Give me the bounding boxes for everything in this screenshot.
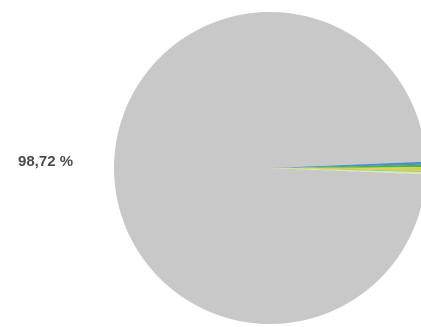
pie-slice-0 [114,12,421,324]
pie-slice-4 [270,168,421,171]
pie-slice-6 [270,168,421,175]
pie-slices [114,12,421,324]
pie-slice-3 [270,167,421,170]
pie-slice-label-0: 98,72 % [18,153,73,170]
pie-slice-5 [270,168,421,173]
pie-labels: 98,72 % [18,153,73,170]
pie-slice-2 [270,164,421,168]
pie-slice-1 [270,161,421,168]
